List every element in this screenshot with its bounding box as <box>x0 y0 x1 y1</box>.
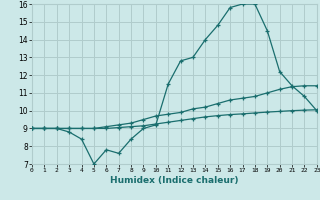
X-axis label: Humidex (Indice chaleur): Humidex (Indice chaleur) <box>110 176 239 185</box>
